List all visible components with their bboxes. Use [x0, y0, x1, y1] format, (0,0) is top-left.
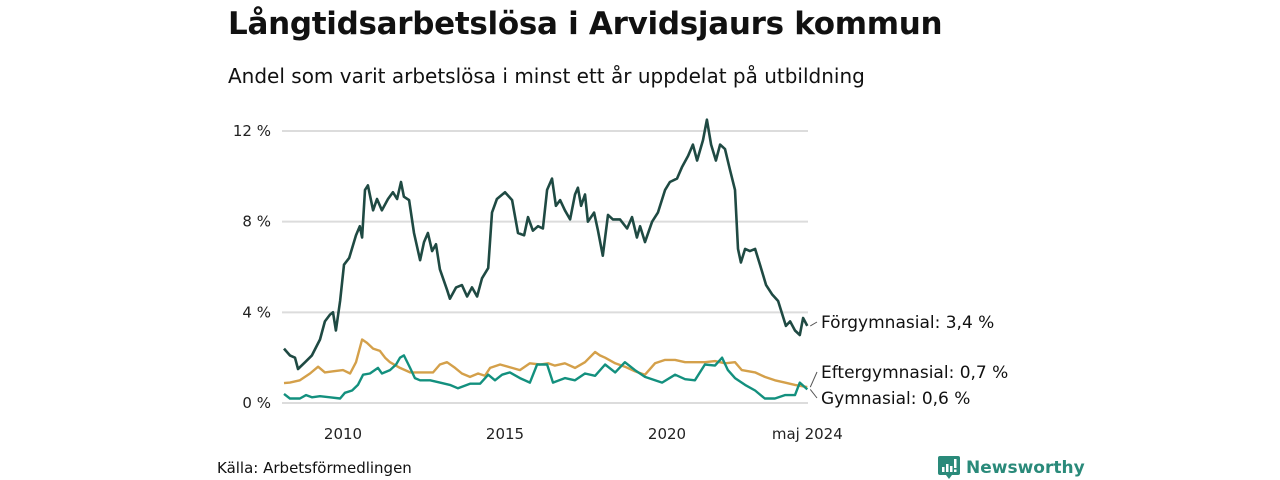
newsworthy-logo[interactable]: Newsworthy — [938, 456, 1085, 480]
series-labels: Förgymnasial: 3,4 % Eftergymnasial: 0,7 %… — [809, 313, 1008, 409]
y-tick-label: 4 % — [242, 303, 271, 321]
source-note: Källa: Arbetsförmedlingen — [217, 459, 412, 477]
gridlines — [282, 130, 808, 404]
chart-title: Långtidsarbetslösa i Arvidsjaurs kommun — [228, 6, 943, 42]
label-connector — [810, 321, 818, 327]
chart-bubble-icon — [938, 456, 960, 479]
y-tick-label: 12 % — [233, 122, 271, 140]
series-label: Förgymnasial: 3,4 % — [821, 313, 994, 333]
series-line-eftergymnasial — [283, 338, 808, 389]
series-label: Gymnasial: 0,6 % — [821, 389, 970, 409]
label-connector — [809, 371, 818, 388]
y-tick-label: 0 % — [242, 394, 271, 412]
x-tick-label: 2010 — [324, 425, 362, 443]
x-tick-label: maj 2024 — [772, 425, 843, 443]
series-lines — [283, 118, 809, 400]
label-connector — [809, 389, 818, 399]
y-axis-ticks: 0 % 4 % 8 % 12 % — [233, 122, 271, 412]
x-tick-label: 2015 — [486, 425, 524, 443]
x-axis-ticks: 2010 2015 2020 maj 2024 — [324, 425, 843, 443]
y-tick-label: 8 % — [242, 213, 271, 231]
series-label: Eftergymnasial: 0,7 % — [821, 363, 1008, 383]
logo-text: Newsworthy — [966, 458, 1085, 478]
chart-subtitle: Andel som varit arbetslösa i minst ett å… — [228, 64, 865, 88]
x-tick-label: 2020 — [648, 425, 686, 443]
series-line-gymnasial — [283, 354, 809, 400]
series-line-förgymnasial — [283, 118, 809, 371]
